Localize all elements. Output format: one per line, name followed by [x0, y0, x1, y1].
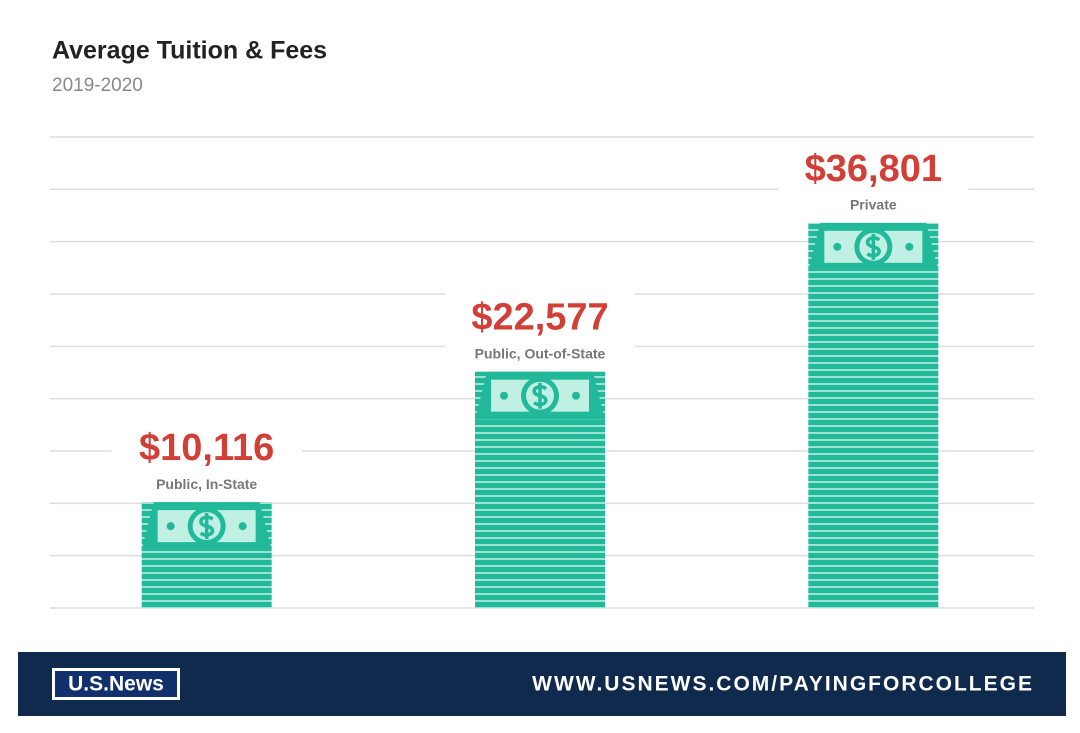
bill-dot — [166, 522, 175, 531]
logo-inner — [55, 671, 177, 697]
category-label: Private — [850, 197, 897, 213]
bill-dot — [500, 391, 508, 400]
logo: U.S.News — [68, 673, 164, 696]
plot-area: $10,116 Public, In-State $22,577 Public, Ou… — [50, 136, 1034, 609]
bill-dot — [833, 242, 842, 251]
dollar-sign — [199, 513, 215, 540]
bill-dot — [572, 391, 580, 400]
bill-dot — [905, 242, 914, 251]
bill-icon — [808, 222, 939, 271]
value-label: $22,577 — [471, 297, 608, 339]
dollar-sign — [532, 382, 548, 409]
bill-dot — [238, 522, 247, 531]
bar — [808, 222, 939, 608]
value-label: $10,116 — [139, 427, 274, 469]
label-backdrop — [445, 291, 635, 362]
footer-band — [18, 652, 1066, 716]
chart-subtitle: 2019-2020 — [52, 75, 143, 96]
footer-url[interactable]: WWW.USNEWS.COM/PAYINGFORCOLLEGE — [532, 673, 1034, 696]
bill-icon — [141, 502, 272, 551]
label-backdrop — [111, 422, 302, 493]
label-backdrop — [778, 142, 969, 213]
category-label: Public, Out-of-State — [475, 345, 606, 361]
bill-icon — [475, 371, 605, 420]
value-label: $36,801 — [805, 148, 942, 190]
chart-title: Average Tuition & Fees — [52, 37, 327, 65]
category-label: Public, In-State — [156, 476, 257, 492]
dollar-sign — [865, 233, 881, 260]
